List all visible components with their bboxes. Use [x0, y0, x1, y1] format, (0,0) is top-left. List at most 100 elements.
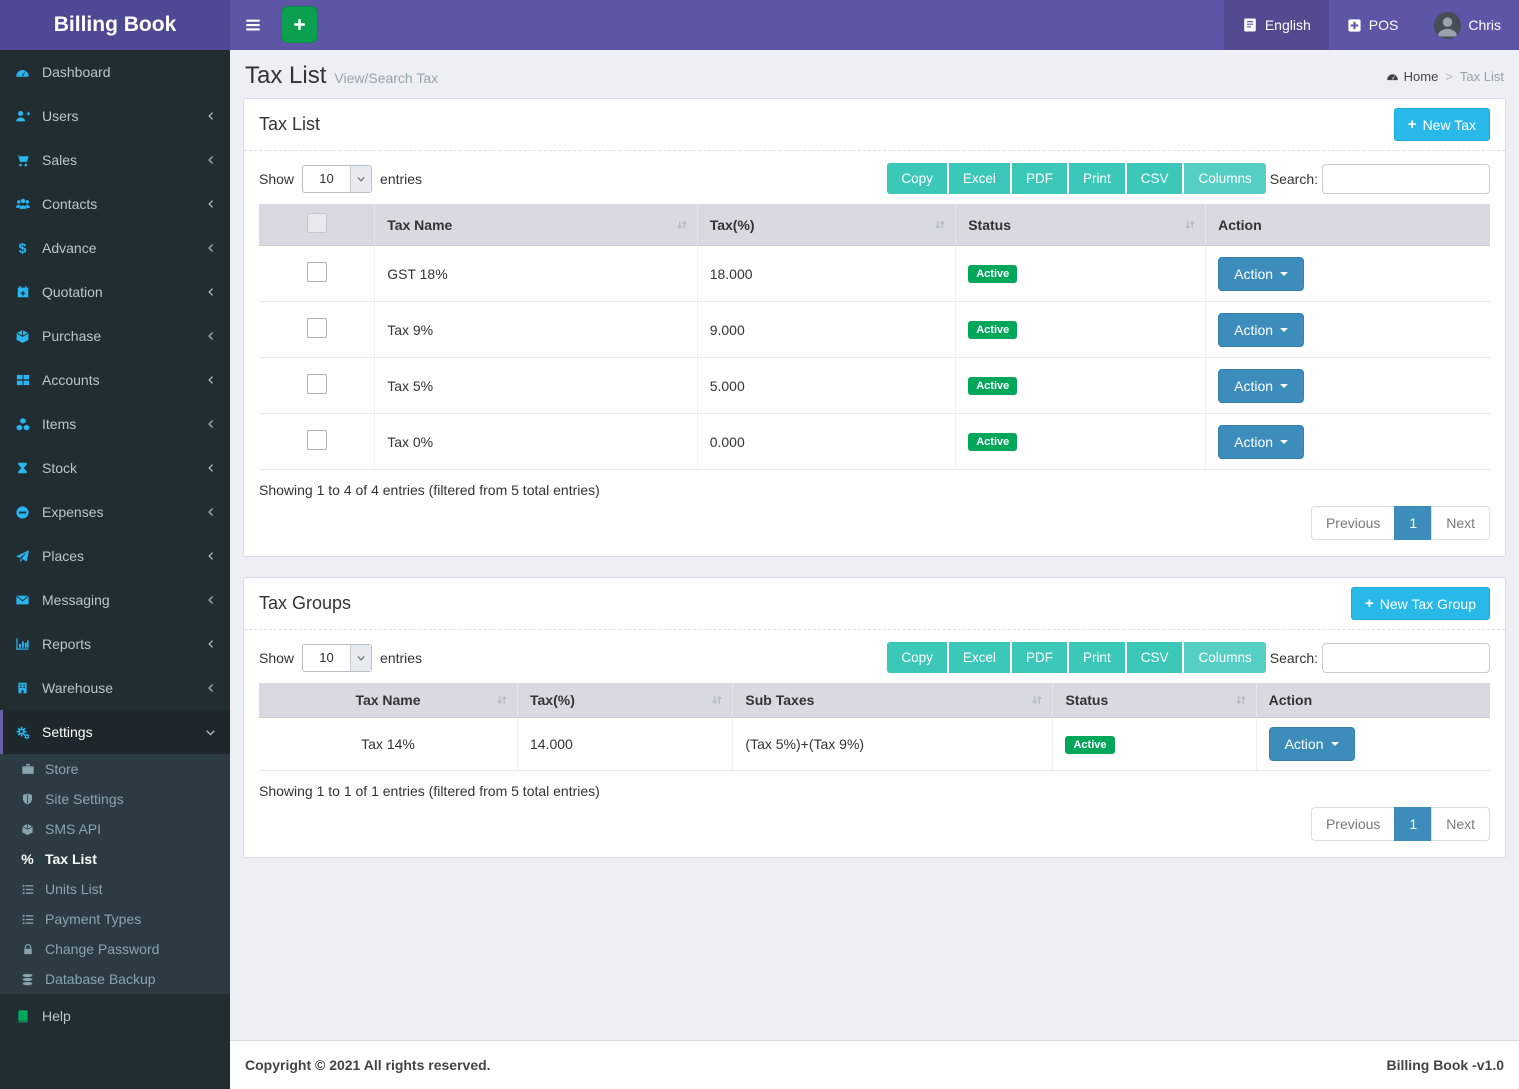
sidebar-item-quotation[interactable]: Quotation [0, 270, 230, 314]
column-header-tax-name[interactable]: Tax Name [259, 683, 518, 718]
row-checkbox[interactable] [306, 430, 327, 450]
csv-button[interactable]: CSV [1126, 163, 1183, 194]
next-page-button[interactable]: Next [1431, 807, 1490, 841]
pos-label: POS [1368, 17, 1399, 33]
new-tax-group-button[interactable]: + New Tax Group [1351, 587, 1490, 620]
page-number-button[interactable]: 1 [1394, 506, 1433, 540]
sidebar-item-purchase[interactable]: Purchase [0, 314, 230, 358]
cart-icon [14, 153, 31, 168]
sort-icon [933, 218, 947, 232]
action-dropdown-button[interactable]: Action [1218, 424, 1305, 459]
excel-button[interactable]: Excel [948, 163, 1010, 194]
sidebar-item-reports[interactable]: Reports [0, 622, 230, 666]
page-size-select[interactable]: 10 [302, 164, 373, 193]
action-dropdown-button[interactable]: Action [1268, 727, 1355, 761]
pagination-row: Previous 1 Next [244, 498, 1505, 556]
action-dropdown-button[interactable]: Action [1218, 256, 1305, 291]
previous-page-button[interactable]: Previous [1310, 807, 1396, 841]
action-dropdown-button[interactable]: Action [1218, 312, 1305, 347]
language-icon [1242, 17, 1258, 33]
sidebar-item-items[interactable]: Items [0, 402, 230, 446]
plus-icon: + [1407, 116, 1417, 133]
action-dropdown-button[interactable]: Action [1218, 368, 1305, 403]
row-checkbox[interactable] [306, 374, 327, 394]
sidebar-item-sales[interactable]: Sales [0, 138, 230, 182]
sidebar-item-label: Payment Types [45, 911, 142, 927]
print-button[interactable]: Print [1068, 163, 1125, 194]
card-title: Tax Groups [259, 593, 352, 613]
sidebar-item-units-list[interactable]: Units List [0, 874, 230, 904]
columns-button[interactable]: Columns [1184, 642, 1266, 673]
sidebar-item-contacts[interactable]: Contacts [0, 182, 230, 226]
copy-button[interactable]: Copy [887, 163, 947, 194]
pos-link[interactable]: POS [1329, 0, 1417, 50]
home-gauge-icon [1386, 70, 1399, 83]
sidebar-item-tax-list[interactable]: % Tax List [0, 844, 230, 874]
pdf-button[interactable]: PDF [1011, 163, 1067, 194]
new-tax-button[interactable]: + New Tax [1393, 108, 1490, 141]
paper-plane-icon [14, 549, 31, 564]
chevron-left-icon [206, 551, 216, 561]
sidebar-item-change-password[interactable]: Change Password [0, 934, 230, 964]
column-header-status[interactable]: Status [1052, 683, 1257, 718]
sidebar-item-settings[interactable]: Settings [0, 710, 230, 754]
column-header-tax-percent[interactable]: Tax(%) [697, 204, 957, 246]
sidebar-item-stock[interactable]: Stock [0, 446, 230, 490]
chevron-left-icon [206, 683, 216, 693]
row-checkbox[interactable] [306, 262, 327, 282]
previous-page-button[interactable]: Previous [1310, 506, 1396, 540]
sidebar-item-dashboard[interactable]: Dashboard [0, 50, 230, 94]
search-input[interactable] [1322, 163, 1490, 194]
sidebar-item-database-backup[interactable]: Database Backup [0, 964, 230, 994]
columns-button[interactable]: Columns [1184, 163, 1266, 194]
sidebar-item-label: Contacts [42, 196, 98, 212]
column-header-tax-name[interactable]: Tax Name [374, 204, 698, 246]
sidebar-item-accounts[interactable]: Accounts [0, 358, 230, 402]
column-header-status[interactable]: Status [955, 204, 1207, 246]
sidebar-item-payment-types[interactable]: Payment Types [0, 904, 230, 934]
sidebar-item-warehouse[interactable]: Warehouse [0, 666, 230, 710]
excel-button[interactable]: Excel [948, 642, 1010, 673]
pagination: Previous 1 Next [1310, 506, 1490, 540]
sidebar-item-site-settings[interactable]: Site Settings [0, 784, 230, 814]
tax-groups-table-wrap: Tax Name Tax(%) Sub Taxes Status Action … [244, 683, 1505, 771]
shield-icon [20, 792, 35, 806]
tax-percent-cell: 0.000 [697, 413, 957, 470]
sidebar-toggle-button[interactable] [230, 0, 276, 50]
page-number-button[interactable]: 1 [1394, 807, 1433, 841]
next-page-button[interactable]: Next [1431, 506, 1490, 540]
entries-label: entries [380, 649, 423, 666]
sidebar-item-messaging[interactable]: Messaging [0, 578, 230, 622]
sidebar-item-users[interactable]: Users [0, 94, 230, 138]
sidebar-item-places[interactable]: Places [0, 534, 230, 578]
app-logo[interactable]: Billing Book [0, 0, 230, 50]
sidebar-item-expenses[interactable]: Expenses [0, 490, 230, 534]
copy-button[interactable]: Copy [887, 642, 947, 673]
quick-add-button[interactable] [281, 6, 318, 43]
pdf-button[interactable]: PDF [1011, 642, 1067, 673]
bar-chart-icon [14, 637, 31, 651]
page-size-select[interactable]: 10 [302, 643, 373, 672]
column-header-action: Action [1205, 204, 1490, 246]
tax-name-cell: Tax 0% [374, 413, 698, 470]
print-button[interactable]: Print [1068, 642, 1125, 673]
sidebar-item-help[interactable]: Help [0, 994, 230, 1038]
column-header-tax-percent[interactable]: Tax(%) [517, 683, 734, 718]
breadcrumb-home-link[interactable]: Home [1386, 69, 1438, 84]
select-all-checkbox[interactable] [306, 213, 327, 233]
column-header-sub-taxes[interactable]: Sub Taxes [732, 683, 1054, 718]
chevron-left-icon [206, 507, 216, 517]
user-menu[interactable]: Chris [1416, 0, 1519, 50]
language-menu[interactable]: English [1223, 0, 1329, 50]
csv-button[interactable]: CSV [1126, 642, 1183, 673]
sidebar-item-advance[interactable]: $ Advance [0, 226, 230, 270]
chevron-left-icon [206, 111, 216, 121]
breadcrumb: Home > Tax List [1386, 69, 1504, 84]
sub-taxes-cell: (Tax 5%)+(Tax 9%) [732, 717, 1054, 771]
content-area: Tax List View/Search Tax Home > Tax List [230, 50, 1519, 1040]
search-input[interactable] [1322, 642, 1490, 673]
row-checkbox[interactable] [306, 318, 327, 338]
sidebar-item-sms-api[interactable]: SMS API [0, 814, 230, 844]
briefcase-icon [20, 762, 35, 776]
sidebar-item-store[interactable]: Store [0, 754, 230, 784]
